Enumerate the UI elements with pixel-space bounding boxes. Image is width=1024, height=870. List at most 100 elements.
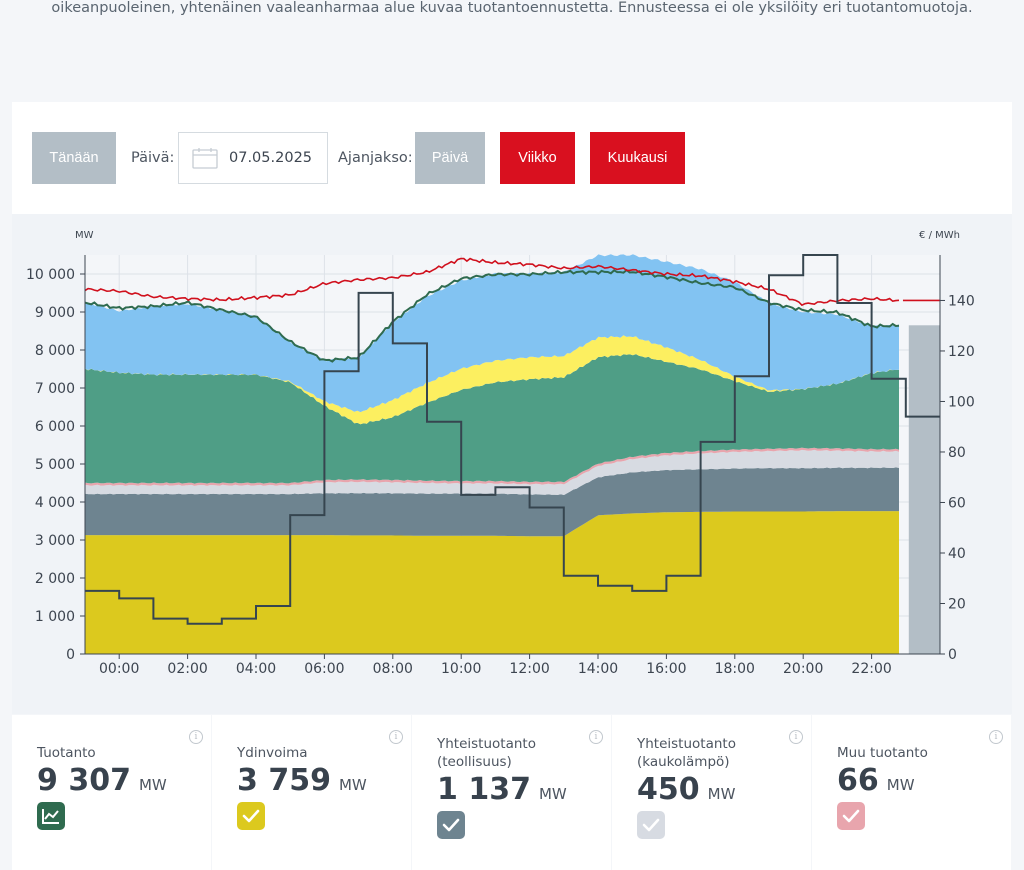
y-left-tick-label: 4 000 [35,495,75,511]
x-tick-label: 22:00 [851,661,891,677]
x-tick-label: 14:00 [578,661,618,677]
y-right-tick-label: 80 [948,445,966,461]
period-month-button[interactable]: Kuukausi [590,132,685,184]
y-left-tick-label: 6 000 [35,419,75,435]
area-wind [85,254,899,413]
y-left-tick-label: 0 [66,647,75,663]
card-value-number: 450 [637,772,700,807]
chart-axes: 0 1 000 2 000 3 000 4 000 5 000 6 000 7 000 8 00… [26,230,975,677]
y-right-tick-label: 60 [948,495,966,511]
x-tick-label: 06:00 [304,661,344,677]
period-week-button[interactable]: Viikko [500,132,575,184]
y-right-tick-label: 0 [948,647,957,663]
info-icon[interactable]: i [389,730,403,744]
y-right-tick-label: 40 [948,546,966,562]
card-placeholder [212,860,411,870]
y-left-tick-label: 1 000 [35,609,75,625]
y-left-tick-label: 2 000 [35,571,75,587]
intro-text: oikeanpuoleinen, yhtenäinen vaaleanharma… [51,0,973,16]
summary-card: Yhteistuotanto (teollisuus) i 1 137 MW [412,715,611,860]
card-unit: MW [538,785,567,803]
chart-areas [85,254,940,654]
card-title: Muu tuotanto [837,745,928,761]
summary-card: Ydinvoima i 3 759 MW [212,715,411,860]
y-left-tick-label: 8 000 [35,343,75,359]
x-tick-label: 18:00 [715,661,755,677]
bottom-strip [12,860,1012,870]
chart-lines [84,254,940,625]
card-unit: MW [707,785,736,803]
chart-svg: 0 1 000 2 000 3 000 4 000 5 000 6 000 7 000 8 00… [26,230,975,677]
y-right-tick-label: 140 [948,293,975,309]
x-tick-label: 12:00 [509,661,549,677]
card-value-number: 66 [837,763,879,798]
period-label: Ajanjakso: [338,150,413,166]
check-icon[interactable] [437,811,465,839]
card-value: 9 307 MW [37,763,167,798]
x-tick-label: 08:00 [373,661,413,677]
card-value-number: 1 137 [437,772,531,807]
x-tick-label: 16:00 [646,661,686,677]
y-right-tick-label: 120 [948,344,975,360]
check-icon[interactable] [237,802,265,830]
y-left-tick-label: 3 000 [35,533,75,549]
forecast-area [908,325,940,654]
area-chp_district [85,449,899,495]
card-value: 66 MW [837,763,915,798]
check-icon[interactable] [637,811,665,839]
card-value: 450 MW [637,772,735,807]
x-tick-label: 20:00 [783,661,823,677]
y-right-tick-label: 20 [948,596,966,612]
x-tick-label: 02:00 [167,661,207,677]
production-line [84,268,900,363]
card-title: Yhteistuotanto (teollisuus) [437,736,536,770]
card-placeholder [612,860,811,870]
card-title: Tuotanto [37,745,96,761]
summary-card: Muu tuotanto i 66 MW [812,715,1011,860]
price-line [85,254,940,625]
summary-card: Tuotanto i 9 307 MW [12,715,211,860]
y-left-tick-label: 9 000 [35,305,75,321]
area-chp_industry [85,467,899,537]
right-unit-label: € / MWh [919,230,960,241]
y-left-tick-label: 7 000 [35,381,75,397]
card-placeholder [812,860,1011,870]
card-placeholder [412,860,611,870]
card-title: Yhteistuotanto (kaukolämpö) [637,736,736,770]
area-hydro [85,354,899,484]
y-left-tick-label: 10 000 [26,267,75,283]
date-picker[interactable]: 07.05.2025 [178,132,328,184]
summary-cards: Tuotanto i 9 307 MW Ydinvoima i 3 759 MW Yhteist… [12,715,1012,870]
info-icon[interactable]: i [189,730,203,744]
today-button[interactable]: Tänään [32,132,116,184]
card-value-number: 9 307 [37,763,131,798]
card-value-number: 3 759 [237,763,331,798]
calendar-icon [192,148,218,169]
x-tick-label: 04:00 [236,661,276,677]
card-unit: MW [886,776,915,794]
card-placeholder [12,860,211,870]
y-left-tick-label: 5 000 [35,457,75,473]
consumption-line [84,257,900,307]
x-tick-label: 10:00 [441,661,481,677]
period-day-button[interactable]: Päivä [415,132,485,184]
date-controls: Tänään Päivä: 07.05.2025 Ajanjakso: Päiv… [12,102,1012,214]
check-icon[interactable] [837,802,865,830]
chart-icon[interactable] [37,802,65,830]
card-value: 1 137 MW [437,772,567,807]
production-chart: 0 1 000 2 000 3 000 4 000 5 000 6 000 7 000 8 00… [12,214,1012,714]
date-label: Päivä: [131,150,175,166]
card-unit: MW [138,776,167,794]
summary-card: Yhteistuotanto (kaukolämpö) i 450 MW [612,715,811,860]
left-unit-label: MW [75,230,94,241]
info-icon[interactable]: i [989,730,1003,744]
area-nuclear [85,511,899,654]
card-unit: MW [338,776,367,794]
info-icon[interactable]: i [589,730,603,744]
area-solar [85,335,899,425]
x-tick-label: 00:00 [99,661,139,677]
card-value: 3 759 MW [237,763,367,798]
card-title: Ydinvoima [237,745,308,761]
info-icon[interactable]: i [789,730,803,744]
y-right-tick-label: 100 [948,394,975,410]
